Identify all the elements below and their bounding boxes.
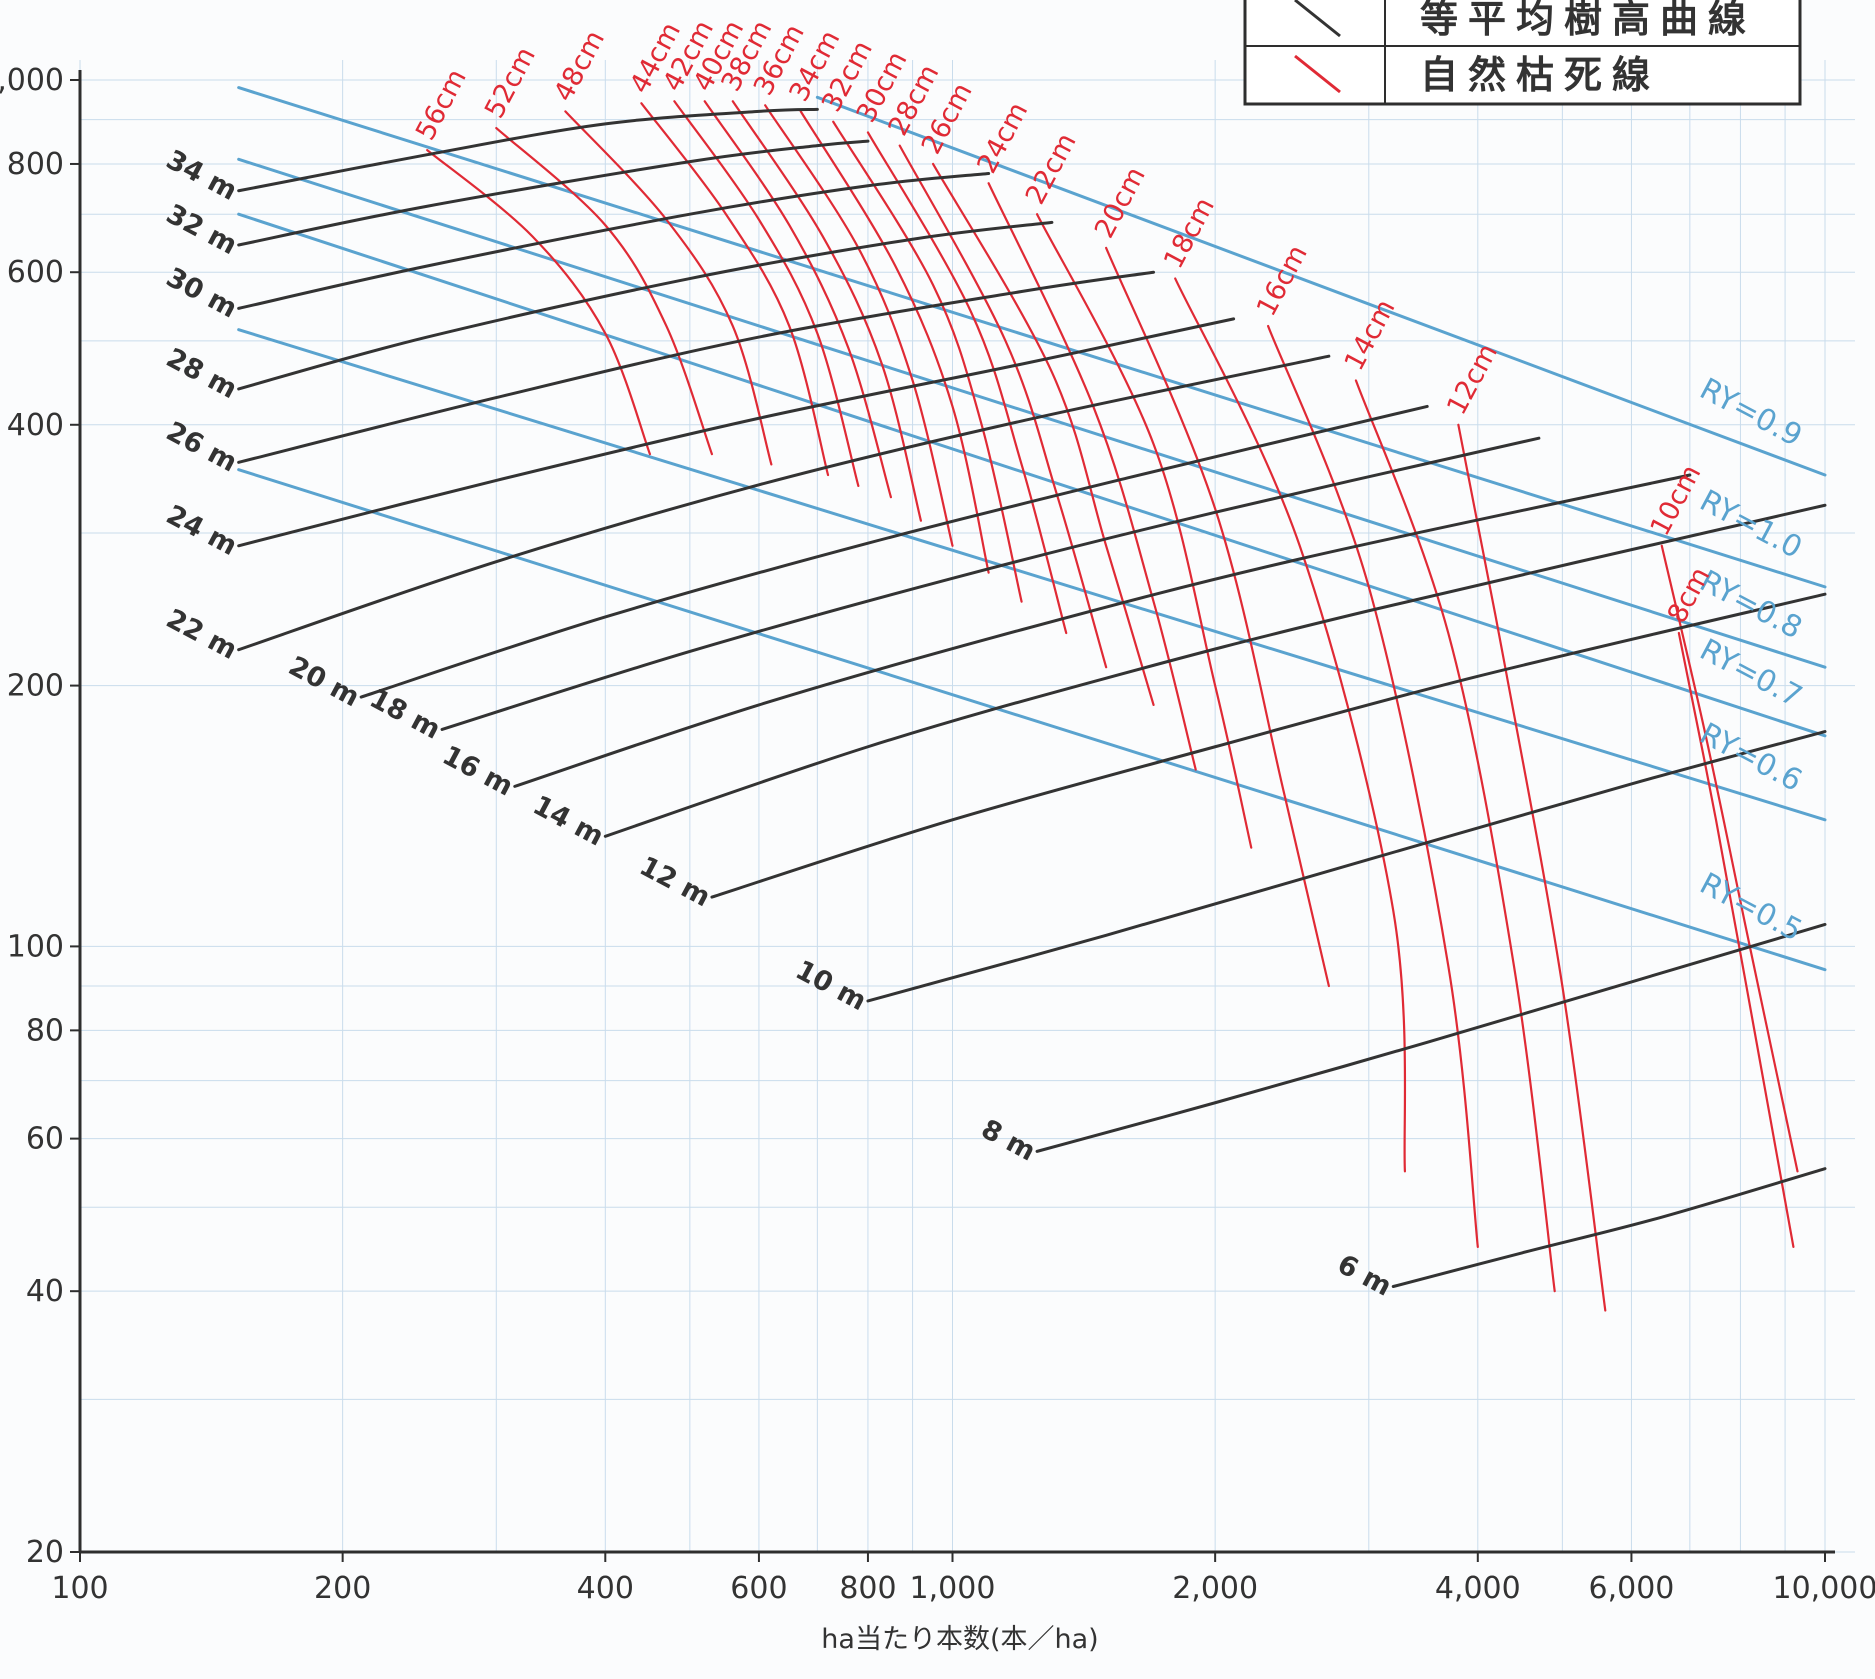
diameter-curve-30cm [866,131,1068,635]
legend-box [1243,0,1802,106]
height-label-6m: 6 m [1332,1249,1396,1303]
y-tick-label: 600 [7,255,64,290]
ry-label-ry1-0: RY=1.0 [1694,483,1808,566]
y-tick-label: 80 [26,1013,64,1048]
diameter-curve-12cm [1457,423,1607,1312]
height-curve-16m [513,473,1692,788]
height-label-14m: 14 m [528,790,609,853]
legend-label: 自然枯死線 [1420,53,1660,97]
height-label-10m: 10 m [790,955,871,1018]
height-curve-20m [359,404,1429,699]
x-tick-label: 6,000 [1588,1571,1674,1606]
y-tick-label: 1,000 [0,63,64,98]
legend-swatch [1294,0,1341,38]
height-label-18m: 18 m [364,683,445,746]
legend-swatch [1294,54,1341,94]
y-tick-label: 200 [7,669,64,704]
series-layer [237,86,1827,1312]
ry-line-ry0-9 [815,95,1827,477]
y-tick-label: 400 [7,408,64,443]
height-label-12m: 12 m [634,851,715,914]
diameter-curve-36cm [764,104,954,547]
diameter-curve-20cm [1105,246,1330,988]
diameter-curve-24cm [987,182,1197,771]
diameter-curve-22cm [1035,213,1253,849]
diameter-label-22cm: 22cm [1020,128,1083,209]
x-tick-label: 10,000 [1773,1571,1875,1606]
height-curve-32m [237,139,870,247]
ry-label-ry0-9: RY=0.9 [1694,371,1808,454]
height-label-24m: 24 m [161,499,242,562]
diameter-label-18cm: 18cm [1158,193,1221,274]
height-curve-10m [866,730,1827,1003]
diameter-curve-32cm [832,120,1023,603]
ry-line-ry0-7 [237,212,1827,738]
height-curve-24m [237,317,1236,548]
height-label-20m: 20 m [284,651,365,714]
x-tick-label: 4,000 [1435,1571,1521,1606]
axes: 100 200 400 600 800 1,000 2,000 4,000 6,000 10,00… [0,63,1875,1606]
diameter-label-12cm: 12cm [1441,339,1504,420]
diameter-curve-52cm [495,127,714,456]
height-label-22m: 22 m [161,603,242,666]
y-tick-label: 40 [26,1274,64,1309]
height-curve-6m [1391,1167,1827,1289]
height-curve-34m [237,107,819,193]
ry-line-ry1-0 [237,86,1827,589]
height-label-16m: 16 m [437,740,518,803]
height-curve-22m [237,354,1331,652]
y-tick-label: 800 [7,147,64,182]
diameter-curve-34cm [799,110,990,574]
x-tick-label: 1,000 [910,1571,996,1606]
x-tick-label: 200 [314,1571,371,1606]
legend-label: 等平均樹高曲線 [1420,0,1756,41]
x-tick-label: 400 [577,1571,634,1606]
height-label-26m: 26 m [161,416,242,479]
diameter-curve-40cm [703,100,893,499]
diameter-curve-26cm [931,162,1155,706]
height-label-30m: 30 m [161,262,242,325]
diameter-curve-42cm [673,100,860,488]
height-curve-28m [237,220,1054,391]
height-curve-12m [710,592,1827,899]
height-label-28m: 28 m [161,342,242,405]
height-label-34m: 34 m [161,144,242,207]
diameter-label-10cm: 10cm [1645,460,1708,541]
x-tick-label: 100 [51,1571,108,1606]
y-tick-label: 60 [26,1122,64,1157]
diameter-curve-56cm [426,149,652,456]
x-axis-title: ha当たり本数(本／ha) [821,1624,1098,1655]
diameter-curve-8cm [1677,631,1795,1248]
diameter-curve-44cm [640,102,830,477]
diameter-curve-14cm [1354,379,1556,1293]
ry-label-ry0-5: RY=0.5 [1694,866,1808,949]
ry-line-ry0-6 [237,328,1827,822]
diameter-label-52cm: 52cm [479,42,542,123]
ry-line-ry0-5 [237,468,1827,972]
height-curve-30m [237,171,991,310]
x-tick-label: 600 [730,1571,787,1606]
diameter-label-48cm: 48cm [548,25,611,106]
height-label-8m: 8 m [976,1114,1040,1168]
diameter-curve-48cm [564,110,773,466]
x-tick-label: 2,000 [1172,1571,1258,1606]
height-curve-14m [603,503,1827,838]
diameter-label-24cm: 24cm [971,97,1034,178]
diameter-curve-38cm [731,100,923,522]
y-tick-label: 100 [7,929,64,964]
diameter-label-56cm: 56cm [410,64,473,145]
diameter-curve-16cm [1267,324,1479,1248]
height-label-32m: 32 m [161,199,242,262]
diameter-curve-18cm [1174,277,1407,1173]
y-tick-label: 20 [26,1535,64,1570]
x-tick-label: 800 [839,1571,896,1606]
height-curve-8m [1035,922,1827,1153]
height-curve-18m [440,436,1541,731]
diameter-curve-10cm [1660,544,1799,1173]
height-curve-26m [237,270,1156,464]
diameter-curve-28cm [898,144,1108,669]
diameter-label-14cm: 14cm [1339,295,1402,376]
